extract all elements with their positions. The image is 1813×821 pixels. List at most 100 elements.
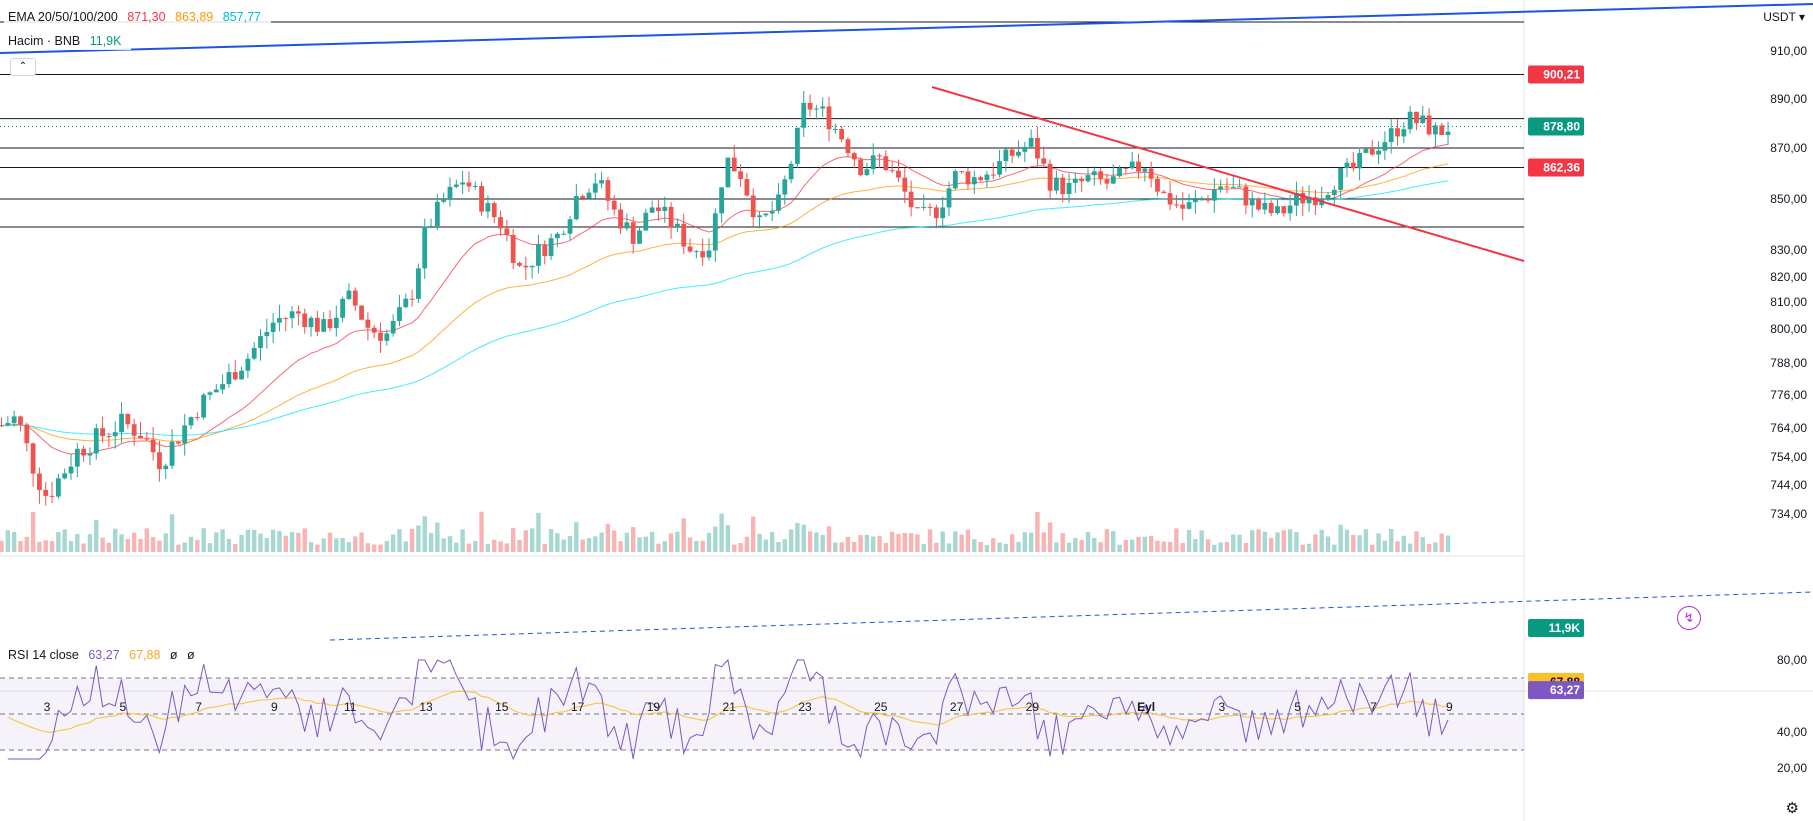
candle-body: [74, 448, 80, 467]
volume-bar: [353, 536, 358, 552]
volume-bar: [1243, 543, 1249, 552]
volume-bar: [1016, 541, 1021, 552]
candle-body: [397, 307, 402, 321]
time-tick-label: 3: [1219, 700, 1226, 714]
volume-bar: [1123, 540, 1129, 552]
candle-body: [1230, 186, 1236, 188]
candle-body: [599, 180, 605, 184]
price-tick-label: 744,00: [1770, 478, 1807, 492]
candle-body: [725, 157, 731, 188]
volume-bar: [1268, 537, 1274, 552]
volume-bar: [561, 539, 566, 552]
candle-body: [220, 384, 226, 390]
candle-body: [1433, 125, 1438, 135]
volume-bar: [1028, 532, 1034, 552]
volume-bar: [1174, 528, 1179, 552]
candle-body: [49, 495, 55, 497]
candle-body: [144, 438, 150, 440]
candle-body: [277, 318, 282, 323]
volume-bar: [732, 544, 737, 552]
volume-bar: [1414, 531, 1419, 552]
candle-body: [81, 448, 87, 456]
price-tick-label: 820,00: [1770, 270, 1807, 284]
volume-bar: [1332, 544, 1337, 552]
volume-bar: [1041, 532, 1046, 552]
volume-bar: [643, 536, 649, 552]
settings-icon[interactable]: ⚙: [1785, 800, 1799, 817]
volume-bar: [814, 532, 819, 552]
candle-body: [504, 228, 510, 235]
candle-body: [933, 207, 939, 219]
volume-bar: [1370, 544, 1375, 552]
candle-body: [283, 318, 289, 320]
candle-body: [321, 319, 327, 332]
candle-body: [832, 129, 838, 131]
price-tick-label: 788,00: [1770, 356, 1807, 370]
volume-bar: [1420, 537, 1425, 552]
volume-bar: [1319, 529, 1324, 552]
volume-bar: [1388, 528, 1394, 552]
candle-body: [62, 473, 68, 479]
volume-bar: [662, 541, 667, 552]
candle-body: [264, 331, 270, 337]
candle-body: [1167, 193, 1173, 205]
candle-body: [472, 185, 478, 187]
candle-body: [845, 139, 851, 154]
volume-bar: [289, 531, 295, 552]
volume-bar: [18, 541, 23, 552]
volume-bar: [555, 533, 560, 552]
rsi-legend: RSI 14 close 63,27 67,88 ø ø: [4, 646, 205, 664]
volume-bar: [656, 543, 661, 552]
candle-body: [30, 443, 36, 474]
volume-bar: [1426, 543, 1432, 552]
volume-bar: [359, 532, 364, 552]
lightning-icon[interactable]: ↯: [1677, 606, 1701, 630]
candle-body: [902, 177, 908, 192]
ema20-value: 871,30: [127, 10, 166, 24]
volume-bar: [0, 540, 4, 552]
volume-bar: [327, 532, 333, 552]
candle-body: [637, 230, 642, 244]
candle-body: [1117, 167, 1122, 177]
volume-bar: [637, 537, 642, 552]
currency-selector[interactable]: USDT ▾: [1763, 10, 1805, 24]
candle-body: [169, 441, 175, 466]
volume-bar: [586, 538, 592, 552]
volume-bar: [428, 533, 434, 552]
candle-body: [163, 465, 169, 470]
volume-bar: [1231, 534, 1236, 552]
volume-bar: [1363, 529, 1369, 552]
collapse-legend-button[interactable]: ⌃: [10, 58, 36, 76]
candle-body: [1439, 125, 1445, 136]
rsi-line: [7, 658, 1449, 761]
candle-body: [498, 217, 503, 229]
volume-bar: [473, 540, 478, 552]
candle-body: [447, 186, 453, 200]
candle-body: [1312, 197, 1318, 206]
volume-bar: [226, 538, 232, 552]
volume-bar: [934, 542, 939, 552]
volume-bar: [757, 533, 762, 552]
volume-bar: [1376, 533, 1381, 552]
volume-bar: [56, 532, 61, 552]
rsi-divergence-value-2: ø: [187, 648, 195, 662]
volume-bar: [769, 532, 775, 552]
rsi-value: 63,27: [88, 648, 120, 662]
candle-body: [1344, 162, 1350, 169]
volume-bar: [138, 538, 143, 552]
candle-body: [365, 319, 371, 328]
candle-body: [700, 251, 706, 258]
volume-bar: [492, 539, 497, 552]
volume-bar: [1306, 543, 1312, 552]
candle-body: [308, 317, 314, 328]
candle-body: [820, 106, 826, 109]
candle-body: [567, 219, 573, 234]
candle-body: [1054, 177, 1059, 191]
volume-bar: [713, 526, 718, 552]
volume-bar: [270, 529, 276, 552]
volume-bar: [1224, 541, 1230, 552]
price-tick-label: 734,00: [1770, 507, 1807, 521]
volume-bar: [214, 532, 219, 552]
volume-bar: [889, 531, 895, 552]
